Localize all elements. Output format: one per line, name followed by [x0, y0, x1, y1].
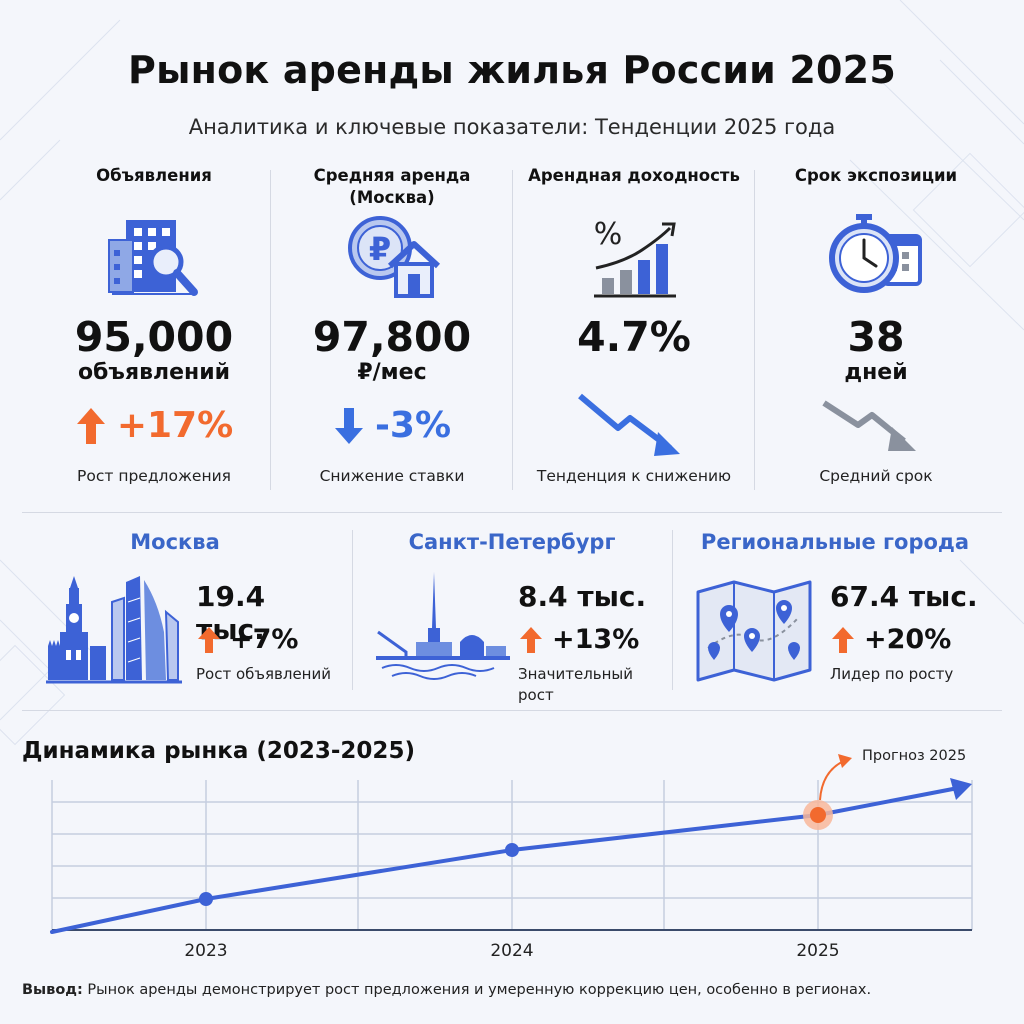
forecast-pointer-head: [838, 754, 852, 768]
moscow-skyline-icon: [46, 576, 182, 684]
kpi-divider: [754, 170, 755, 490]
kpi-change: -3%: [374, 405, 452, 446]
city-spb: Санкт-Петербург 8.4 тыс. +13% Значительн…: [372, 530, 662, 704]
city-divider: [672, 530, 673, 690]
city-change: +13%: [552, 624, 640, 655]
kpi-title: Арендная доходность: [528, 166, 740, 185]
kpi-note: Средний срок: [819, 467, 933, 485]
kpi-change-row: -3%: [272, 405, 512, 446]
kpi-divider: [512, 170, 513, 490]
kpi-note: Рост предложения: [77, 467, 231, 485]
kpi-rental-yield: Арендная доходность % 4.7% Тенденция к с…: [514, 165, 754, 485]
kpi-listings: Объявления 95,000 объявлений +17% Рост п…: [34, 165, 274, 485]
stopwatch-calendar-icon: [829, 214, 922, 293]
arrow-up-icon: [832, 626, 854, 653]
city-value: 19.4 тыс.: [196, 580, 266, 646]
kpi-exposure-term: Срок экспозиции 38 дней Средний срок: [756, 165, 996, 485]
city-divider: [352, 530, 353, 690]
market-dynamics-chart: [50, 754, 973, 934]
point-2025: [810, 807, 826, 823]
city-note: Рост объявлений: [196, 665, 331, 683]
arrow-up-icon: [76, 407, 105, 444]
year-label: 2025: [796, 941, 840, 961]
city-value: 8.4 тыс.: [518, 580, 647, 613]
section-divider: [22, 512, 1002, 513]
point-2023: [199, 892, 213, 906]
year-label: 2024: [490, 941, 534, 961]
point-2024: [505, 843, 519, 857]
kpi-value: 4.7%: [577, 313, 691, 361]
arrow-up-icon: [520, 626, 542, 653]
kpi-title: Объявления: [96, 166, 212, 185]
kpi-change-row: +17%: [34, 405, 274, 446]
conclusion-text: Рынок аренды демонстрирует рост предложе…: [87, 982, 872, 998]
spb-skyline-icon: [376, 572, 510, 680]
kpi-unit: объявлений: [77, 360, 231, 385]
building-search-icon: [108, 220, 198, 296]
trend-down-arrow-icon: [822, 400, 916, 451]
city-note: Лидер по росту: [830, 665, 954, 683]
page-title: Рынок аренды жилья России 2025: [128, 48, 896, 92]
chart-title: Динамика рынка (2023-2025): [22, 738, 415, 764]
kpi-note: Тенденция к снижению: [536, 467, 732, 485]
city-name: Региональные города: [700, 530, 970, 554]
year-label: 2023: [184, 941, 228, 961]
city-change-row: +13%: [518, 624, 639, 655]
city-name: Москва: [130, 530, 220, 554]
conclusion-label: Вывод:: [22, 982, 83, 998]
svg-text:₽: ₽: [369, 230, 391, 268]
city-change: +20%: [864, 624, 952, 655]
arrow-down-icon: [334, 407, 363, 444]
kpi-title: Средняя аренда (Москва): [313, 166, 471, 207]
section-divider: [22, 710, 1002, 711]
trend-down-arrow-icon: [578, 393, 680, 456]
kpi-change: +17%: [116, 405, 234, 446]
svg-text:%: %: [594, 217, 623, 252]
ruble-house-icon: ₽: [348, 216, 441, 298]
kpi-unit: дней: [844, 360, 908, 385]
kpi-unit: ₽/мес: [357, 360, 427, 385]
kpi-divider: [270, 170, 271, 490]
city-change-row: +20%: [830, 624, 951, 655]
kpi-title: Срок экспозиции: [794, 166, 958, 185]
page-subtitle: Аналитика и ключевые показатели: Тенденц…: [188, 115, 836, 139]
city-note: Значительный рост: [518, 665, 634, 704]
city-change: +7%: [230, 624, 299, 655]
percent-growth-chart-icon: %: [594, 217, 676, 298]
kpi-average-rent: Средняя аренда (Москва) ₽ 97,800 ₽/мес -…: [272, 165, 512, 485]
arrow-up-icon: [198, 626, 220, 653]
city-value: 67.4 тыс.: [830, 580, 978, 613]
kpi-note: Снижение ставки: [319, 467, 465, 485]
city-regions: Региональные города 67.4 тыс. +20% Лидер…: [690, 530, 1002, 683]
conclusion: Вывод: Рынок аренды демонстрирует рост п…: [22, 982, 871, 998]
city-moscow: Москва 19.4 тыс. +7% Рост объявлений: [40, 530, 340, 684]
forecast-label: Прогноз 2025: [862, 748, 967, 764]
kpi-value: 38: [847, 313, 905, 361]
map-pins-icon: [696, 580, 812, 682]
city-change-row: +7%: [196, 624, 298, 655]
city-name: Санкт-Петербург: [408, 530, 616, 554]
kpi-value: 95,000: [74, 313, 234, 361]
kpi-value: 97,800: [312, 313, 472, 361]
trend-arrow-head: [950, 778, 972, 800]
